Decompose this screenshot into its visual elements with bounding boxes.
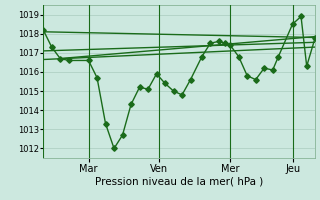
- X-axis label: Pression niveau de la mer( hPa ): Pression niveau de la mer( hPa ): [95, 176, 263, 186]
